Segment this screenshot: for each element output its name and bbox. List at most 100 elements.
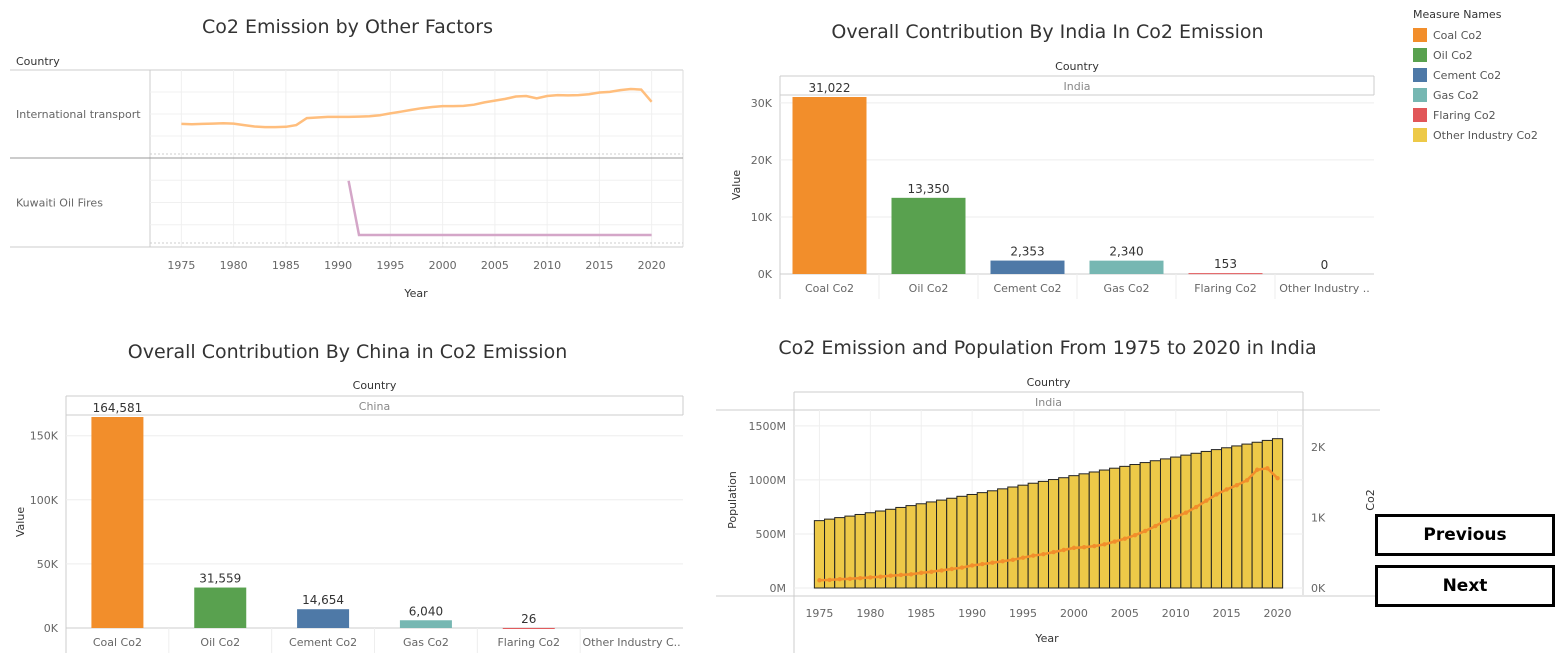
population-bar bbox=[1180, 454, 1192, 589]
population-bar bbox=[915, 503, 927, 589]
co2-point bbox=[959, 565, 965, 570]
bar bbox=[1089, 260, 1164, 274]
x-tick-label: Oil Co2 bbox=[909, 282, 949, 295]
x-tick-label: Flaring Co2 bbox=[1194, 282, 1257, 295]
co2-point bbox=[1214, 492, 1219, 497]
population-bar bbox=[1221, 447, 1233, 589]
population-bar bbox=[1200, 450, 1212, 589]
legend-label: Cement Co2 bbox=[1433, 68, 1502, 82]
population-bar bbox=[1068, 475, 1080, 589]
bar bbox=[990, 260, 1065, 274]
legend-item: Flaring Co2 bbox=[1413, 105, 1563, 125]
co2-point bbox=[1092, 543, 1097, 549]
y2-axis-title: Co2 bbox=[1364, 489, 1377, 510]
co2-point bbox=[929, 569, 934, 575]
y-axis-title: Value bbox=[14, 507, 27, 537]
chart3-svg: Country China 0K 50K 100K 150K 164,581 Coal Co2… bbox=[14, 379, 684, 653]
y2-tick-label: 1K bbox=[1311, 512, 1326, 525]
column-header: Country bbox=[1055, 60, 1099, 73]
co2-point bbox=[969, 563, 975, 568]
co2-point bbox=[817, 578, 822, 583]
y-axis-title: Value bbox=[730, 170, 743, 200]
bar bbox=[399, 620, 452, 628]
column-subheader: India bbox=[1064, 80, 1091, 93]
y-tick-label: 1000M bbox=[749, 474, 787, 487]
previous-button[interactable]: Previous bbox=[1375, 514, 1555, 556]
population-bar bbox=[813, 520, 826, 589]
x-tick-label: 1980 bbox=[220, 259, 248, 272]
co2-point bbox=[1041, 552, 1046, 557]
y-tick-label: 50K bbox=[37, 558, 59, 571]
column-header: Country bbox=[1027, 376, 1071, 389]
data-label: 13,350 bbox=[908, 182, 950, 196]
co2-point bbox=[980, 561, 985, 567]
population-bar bbox=[1241, 443, 1253, 589]
chart1-title: Co2 Emission by Other Factors bbox=[202, 16, 493, 38]
population-bar bbox=[1251, 441, 1263, 589]
y-tick-label: 0M bbox=[770, 582, 787, 595]
population-bar bbox=[1058, 477, 1070, 589]
population-bar bbox=[966, 493, 978, 589]
population-bar bbox=[1048, 479, 1060, 589]
co2-point bbox=[1081, 544, 1087, 550]
data-label: 26 bbox=[521, 612, 536, 626]
legend-title: Measure Names bbox=[1413, 8, 1502, 21]
y-tick-label: 500M bbox=[756, 528, 787, 541]
chart2-svg: Country India 0K 10K 20K 30K 31,022 Coal Co2 13,… bbox=[730, 60, 1375, 299]
population-bar bbox=[1027, 482, 1039, 589]
population-bar bbox=[1109, 467, 1121, 589]
legend-label: Flaring Co2 bbox=[1433, 108, 1496, 122]
population-bar bbox=[1210, 449, 1223, 589]
co2-point bbox=[1163, 518, 1168, 523]
population-bar bbox=[1007, 486, 1019, 589]
data-label: 164,581 bbox=[93, 401, 143, 415]
legend-item: Cement Co2 bbox=[1413, 65, 1563, 85]
column-subheader: China bbox=[359, 400, 390, 413]
legend: Measure Names Coal Co2 Oil Co2 Cement Co2 G… bbox=[1413, 8, 1563, 145]
x-tick-label: 1975 bbox=[805, 607, 833, 620]
bar bbox=[91, 417, 144, 628]
bar bbox=[502, 627, 555, 629]
co2-point bbox=[1071, 545, 1077, 551]
co2-point bbox=[878, 574, 883, 579]
x-tick-label: 1990 bbox=[958, 607, 986, 620]
series-line bbox=[347, 180, 652, 237]
next-button[interactable]: Next bbox=[1375, 565, 1555, 607]
data-label: 0 bbox=[1321, 258, 1329, 272]
x-tick-label: Cement Co2 bbox=[993, 282, 1061, 295]
x-tick-label: Oil Co2 bbox=[200, 636, 240, 649]
co2-point bbox=[1254, 467, 1260, 472]
population-bar bbox=[986, 490, 999, 589]
population-bar bbox=[946, 497, 958, 589]
legend-item: Oil Co2 bbox=[1413, 45, 1563, 65]
population-bar bbox=[925, 501, 938, 589]
chart3-title: Overall Contribution By China in Co2 Emi… bbox=[127, 341, 568, 363]
co2-point bbox=[949, 566, 954, 572]
x-tick-label: 2005 bbox=[1111, 607, 1139, 620]
co2-point bbox=[1132, 533, 1138, 538]
x-tick-label: 2000 bbox=[429, 259, 457, 272]
y-tick-label: 150K bbox=[30, 430, 59, 443]
co2-point bbox=[1244, 478, 1250, 483]
co2-point bbox=[1143, 528, 1148, 534]
data-label: 31,022 bbox=[809, 81, 851, 95]
co2-point bbox=[868, 575, 873, 580]
co2-point bbox=[1265, 466, 1270, 471]
co2-point bbox=[919, 570, 924, 576]
co2-point bbox=[1010, 557, 1016, 563]
population-bar bbox=[1261, 439, 1273, 589]
x-tick-label: 1990 bbox=[324, 259, 352, 272]
x-axis-title: Year bbox=[403, 287, 428, 300]
column-header: Country bbox=[353, 379, 397, 392]
legend-swatch bbox=[1413, 108, 1427, 122]
legend-label: Gas Co2 bbox=[1433, 88, 1479, 102]
legend-label: Oil Co2 bbox=[1433, 48, 1473, 62]
data-label: 31,559 bbox=[199, 572, 241, 586]
co2-point bbox=[888, 573, 893, 578]
row-header: Country bbox=[16, 55, 60, 68]
co2-point bbox=[1102, 542, 1107, 547]
x-tick-label: 1975 bbox=[167, 259, 195, 272]
y-tick-label: 0K bbox=[758, 268, 773, 281]
x-tick-label: Other Industry .. bbox=[1279, 282, 1369, 295]
co2-point bbox=[908, 572, 914, 577]
